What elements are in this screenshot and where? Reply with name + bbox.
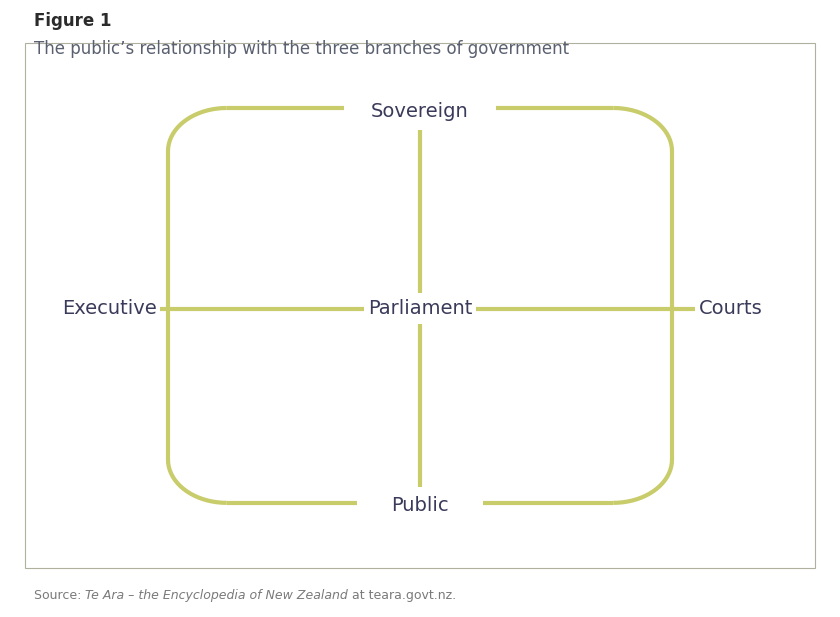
Text: Figure 1: Figure 1 xyxy=(34,12,111,30)
Text: Te Ara – the Encyclopedia of New Zealand: Te Ara – the Encyclopedia of New Zealand xyxy=(85,589,348,602)
Text: Sovereign: Sovereign xyxy=(371,102,469,120)
Text: Source:: Source: xyxy=(34,589,85,602)
Text: Parliament: Parliament xyxy=(368,299,472,318)
Text: Executive: Executive xyxy=(62,299,156,318)
Text: Public: Public xyxy=(391,497,449,515)
FancyBboxPatch shape xyxy=(25,43,815,568)
Text: at teara.govt.nz.: at teara.govt.nz. xyxy=(348,589,456,602)
Text: The public’s relationship with the three branches of government: The public’s relationship with the three… xyxy=(34,40,569,58)
Text: Courts: Courts xyxy=(699,299,763,318)
